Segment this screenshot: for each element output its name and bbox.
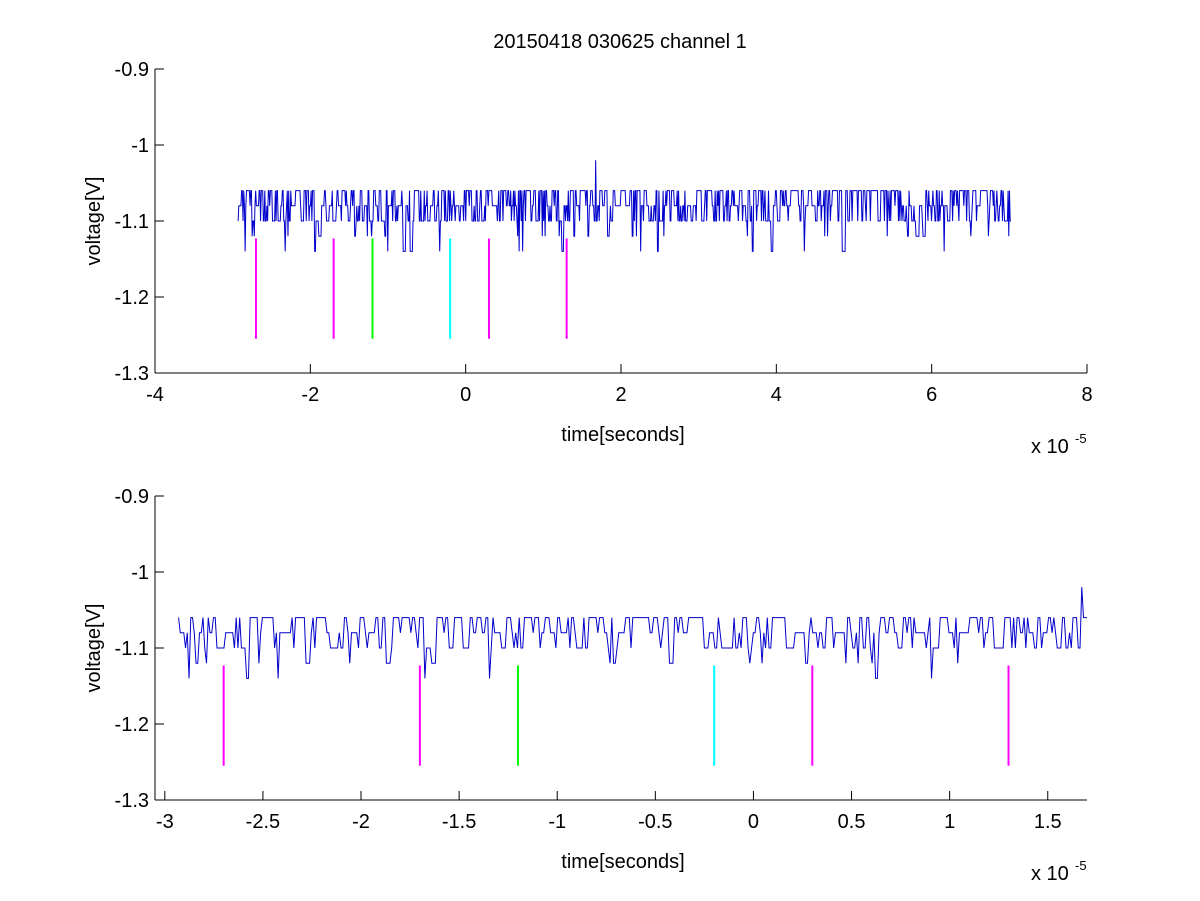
y-tick-label: -0.9 <box>115 59 149 81</box>
y-tick-label: -1.3 <box>115 790 149 812</box>
x-tick-label: 6 <box>926 384 937 406</box>
y-axis-label: voltage[V] <box>83 604 105 693</box>
x-tick-label: -2 <box>301 384 319 406</box>
x-axis-label: time[seconds] <box>561 424 684 446</box>
x-exponent-value: -5 <box>1075 431 1087 446</box>
y-tick-label: -0.9 <box>115 486 149 508</box>
x-tick-label: 1.5 <box>1034 811 1062 833</box>
x-tick-label: -2.5 <box>246 811 280 833</box>
x-exponent-value: -5 <box>1075 858 1087 873</box>
x-axis-label: time[seconds] <box>561 851 684 873</box>
x-tick-label: -2 <box>352 811 370 833</box>
y-axis-label: voltage[V] <box>83 177 105 266</box>
x-exponent-label: x 10 <box>1031 436 1069 458</box>
x-tick-label: -0.5 <box>638 811 672 833</box>
x-tick-label: -3 <box>156 811 174 833</box>
y-tick-label: -1 <box>131 135 149 157</box>
x-tick-label: 8 <box>1081 384 1092 406</box>
y-tick-label: -1.3 <box>115 363 149 385</box>
x-exponent-label: x 10 <box>1031 863 1069 885</box>
x-tick-label: -1.5 <box>442 811 476 833</box>
chart-title: 20150418 030625 channel 1 <box>493 31 747 53</box>
y-tick-label: -1.2 <box>115 287 149 309</box>
x-tick-label: 2 <box>615 384 626 406</box>
x-tick-label: 0 <box>748 811 759 833</box>
plot-bottom: -3 -2.5 -2 -1.5 -1 -0.5 0 0.5 1 1.5 -1.3 -1.2 -1.1 -1… <box>83 486 1087 885</box>
y-tick-label: -1.1 <box>115 638 149 660</box>
y-tick-label: -1.2 <box>115 714 149 736</box>
plot-top: -4 -2 0 2 4 6 8 -1.3 -1.2 -1.1 -1 -0.9 time[seconds]… <box>83 59 1093 458</box>
x-tick-label: -4 <box>146 384 164 406</box>
x-tick-label: 1 <box>944 811 955 833</box>
x-tick-label: 0.5 <box>838 811 866 833</box>
series-line <box>237 160 1011 252</box>
x-tick-label: 0 <box>460 384 471 406</box>
series-line <box>178 587 1087 679</box>
y-tick-label: -1.1 <box>115 211 149 233</box>
y-tick-label: -1 <box>131 562 149 584</box>
x-tick-label: -1 <box>548 811 566 833</box>
x-tick-label: 4 <box>771 384 782 406</box>
